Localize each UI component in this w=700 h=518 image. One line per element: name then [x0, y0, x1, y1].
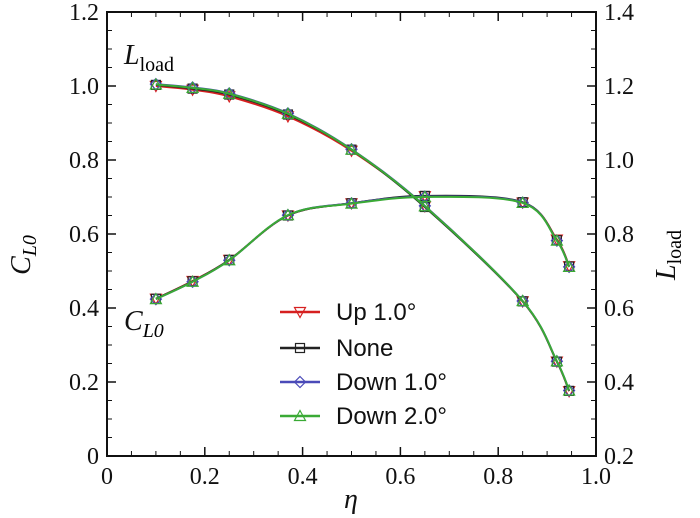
legend-marker: [293, 409, 307, 422]
data-point-lload: [516, 294, 529, 308]
y-axis-title-left: CL0: [6, 235, 41, 275]
legend-marker: [294, 342, 306, 354]
legend-label-none: None: [336, 335, 393, 362]
annotation-cl0-sub: L0: [142, 320, 164, 342]
annotation-lload-main: L: [123, 40, 140, 71]
legend-item-down-1: Down 1.0°: [280, 369, 447, 396]
legend-marker-up-1: [293, 306, 307, 319]
legend-item-down-2: Down 2.0°: [280, 403, 447, 430]
data-point-lload: [222, 87, 236, 99]
series-line-cl0: [155, 195, 571, 301]
x-tick-label: 0.8: [483, 464, 513, 490]
series-layer: [149, 77, 576, 398]
legend-marker: [293, 306, 307, 319]
annotation-cl0-main: C: [124, 306, 143, 337]
data-point-lload: [149, 77, 163, 90]
legend-label-down-2: Down 2.0°: [336, 403, 447, 430]
data-point-cl0: [516, 196, 530, 209]
series-line-lload: [155, 83, 571, 391]
legend-label-up-1: Up 1.0°: [336, 299, 416, 326]
legend-label-down-1: Down 1.0°: [336, 369, 447, 396]
data-point-cl0: [345, 196, 358, 210]
data-point-cl0: [344, 196, 359, 209]
tick-labels: 0 0.2 0.4 0.6 0.8 1.0 0 0.2 0.4 0.6 0.8 1.0 1.2 0.2 0.…: [69, 0, 634, 490]
y-left-tick-label: 0.8: [69, 148, 99, 174]
x-tick-label: 0.2: [190, 464, 220, 490]
data-point-cl0: [418, 190, 432, 203]
data-point-cl0: [562, 260, 576, 273]
data-point-lload: [418, 199, 432, 212]
y-right-tick-label: 1.2: [604, 74, 634, 100]
y-right-tick-label: 0.2: [604, 444, 634, 470]
data-point-lload: [562, 383, 576, 396]
annotation-lload: Lload: [123, 40, 174, 76]
annotation-lload-sub: load: [140, 54, 174, 76]
y-right-sub: load: [664, 230, 686, 264]
y-left-tick-label: 0.4: [69, 296, 99, 322]
data-point-lload: [281, 107, 295, 119]
y-left-tick-label: 0: [87, 444, 99, 470]
y-left-tick-label: 1.0: [69, 74, 99, 100]
y-axis-title-right: Lload: [651, 230, 686, 281]
series-3: [149, 77, 576, 396]
data-point-lload: [186, 81, 200, 93]
y-right-tick-label: 0.4: [604, 370, 634, 396]
y-left-main: C: [6, 256, 37, 275]
data-point-lload: [344, 142, 359, 155]
y-right-main: L: [651, 264, 682, 281]
legend-marker-none: [294, 342, 306, 354]
y-left-tick-label: 0.6: [69, 222, 99, 248]
data-point-cl0: [516, 196, 529, 209]
x-tick-label: 0.6: [385, 464, 415, 490]
y-left-tick-label: 0.2: [69, 370, 99, 396]
y-right-tick-label: 0.8: [604, 222, 634, 248]
x-tick-label: 0: [101, 464, 113, 490]
data-point-cl0: [186, 274, 200, 287]
data-point-lload: [562, 384, 576, 397]
x-axis-title: η: [344, 484, 358, 515]
legend: Up 1.0° None Down 1.0° Down 2.0°: [280, 299, 447, 430]
legend-marker-down-2: [293, 409, 307, 422]
data-point-cl0: [222, 253, 236, 266]
y-right-tick-label: 1.0: [604, 148, 634, 174]
x-tick-label: 1.0: [581, 464, 611, 490]
data-point-cl0: [562, 260, 576, 274]
x-tick-label: 0.4: [288, 464, 318, 490]
y-left-tick-label: 1.2: [69, 0, 99, 26]
data-point-lload: [222, 87, 236, 100]
data-point-lload: [550, 354, 564, 367]
y-right-tick-label: 0.6: [604, 296, 634, 322]
legend-marker-down-1: [293, 375, 307, 389]
data-point-lload: [516, 294, 530, 307]
y-right-tick-label: 1.4: [604, 0, 634, 26]
ticks: [106, 11, 597, 457]
data-point-cl0: [149, 292, 163, 305]
data-point-lload: [550, 354, 564, 368]
data-point-lload: [149, 77, 163, 91]
legend-item-up-1: Up 1.0°: [280, 299, 416, 326]
legend-item-none: None: [280, 335, 393, 362]
annotation-cl0: CL0: [124, 306, 164, 342]
data-point-cl0: [550, 234, 564, 248]
data-point-cl0: [281, 208, 295, 221]
y-left-sub: L0: [19, 235, 41, 257]
data-point-lload: [186, 81, 199, 94]
data-point-cl0: [550, 233, 564, 246]
legend-marker: [293, 375, 307, 389]
